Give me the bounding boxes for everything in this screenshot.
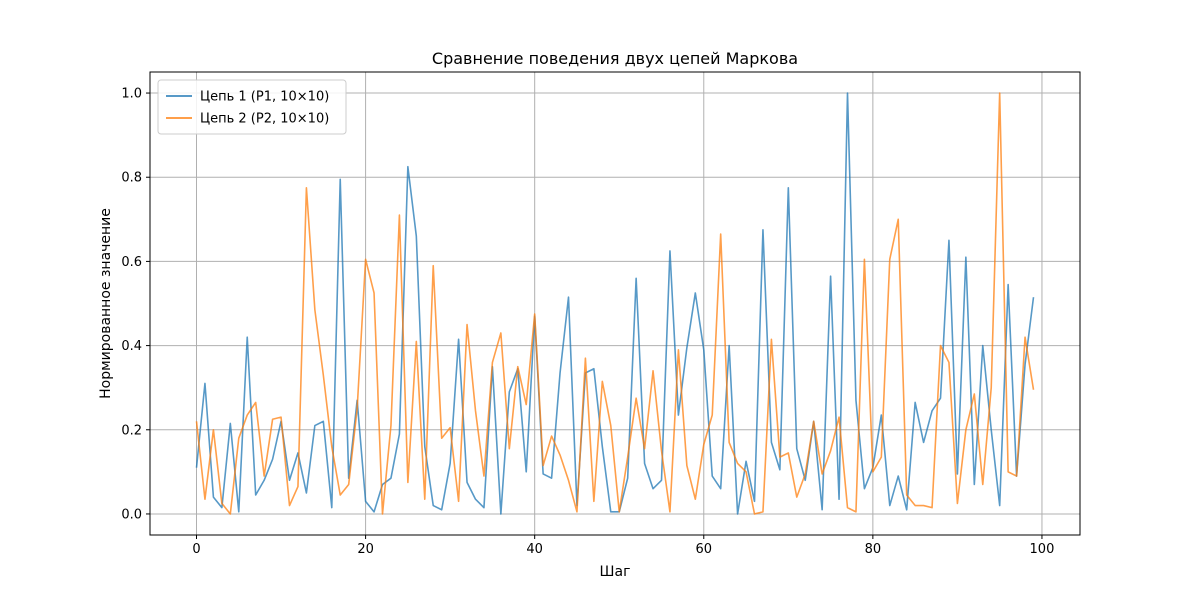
x-tick-label: 100 bbox=[1030, 542, 1055, 557]
y-tick-label: 0.6 bbox=[121, 255, 142, 270]
x-axis-ticks: 0 20 40 60 80 100 bbox=[192, 535, 1054, 557]
legend-box bbox=[157, 79, 347, 135]
series-lines bbox=[195, 92, 1035, 515]
x-tick-label: 40 bbox=[526, 542, 543, 557]
series-line-1 bbox=[195, 92, 1035, 515]
legend-label: Цепь 1 (P1, 10×10) bbox=[200, 90, 329, 105]
x-axis-label: Шаг bbox=[600, 564, 631, 580]
x-tick-label: 20 bbox=[357, 542, 374, 557]
x-tick-label: 80 bbox=[865, 542, 882, 557]
legend: Цепь 1 (P1, 10×10) Цепь 2 (P2, 10×10) bbox=[157, 79, 347, 135]
x-tick-label: 0 bbox=[192, 542, 200, 557]
y-tick-label: 0.8 bbox=[121, 171, 142, 186]
y-axis-ticks: 0.0 0.2 0.4 0.6 0.8 1.0 bbox=[121, 87, 150, 522]
series-line-2 bbox=[195, 92, 1035, 515]
chart-title: Сравнение поведения двух цепей Маркова bbox=[432, 49, 798, 68]
y-tick-label: 0.4 bbox=[121, 339, 142, 354]
y-axis-label: Нормированное значение bbox=[98, 208, 114, 399]
y-tick-label: 0.0 bbox=[121, 507, 142, 522]
legend-label: Цепь 2 (P2, 10×10) bbox=[200, 112, 329, 127]
y-tick-label: 0.2 bbox=[121, 423, 142, 438]
y-tick-label: 1.0 bbox=[121, 87, 142, 102]
x-tick-label: 60 bbox=[695, 542, 712, 557]
plot-frame bbox=[149, 71, 1081, 536]
